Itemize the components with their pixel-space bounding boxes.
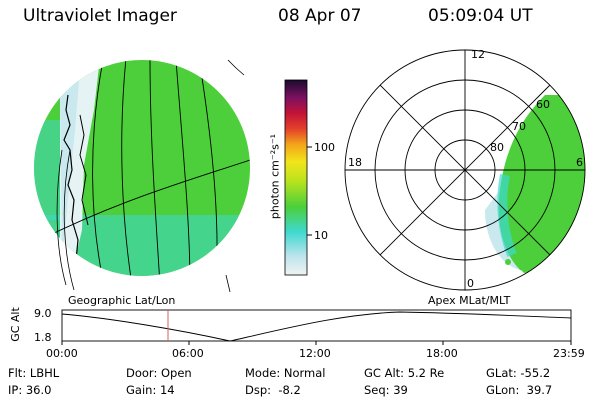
colorbar-tick-100: 100 [314, 141, 335, 154]
timeline-ylabel: GC Alt [8, 307, 22, 342]
geographic-panel-label: Geographic Lat/Lon [68, 294, 176, 307]
timeline-tick-1: 06:00 [172, 347, 204, 360]
mlt-6-label: 6 [576, 156, 583, 169]
lat-60-label: 60 [536, 98, 550, 111]
timeline-tick-4: 23:59 [553, 347, 585, 360]
gain-value: Gain: 14 [126, 383, 175, 397]
timeline-tick-2: 12:00 [299, 347, 331, 360]
app-title: Ultraviolet Imager [23, 6, 177, 26]
time-label: 05:09:04 UT [428, 6, 533, 26]
timeline-ymax: 9.0 [34, 307, 52, 320]
lat-80-label: 80 [490, 141, 504, 154]
gc-alt-value: GC Alt: 5.2 Re [364, 366, 445, 380]
door-value: Door: Open [126, 366, 192, 380]
mlt-18-label: 18 [348, 156, 362, 169]
flt-value: Flt: LBHL [8, 366, 60, 380]
timeline-plot [61, 309, 572, 345]
apex-panel-label: Apex MLat/MLT [428, 294, 511, 307]
dsp-value: Dsp: -8.2 [245, 383, 301, 397]
mlt-0-label: 0 [467, 277, 474, 290]
colorbar [284, 79, 312, 276]
colorbar-tick-10: 10 [314, 229, 328, 242]
timeline-ymin: 1.8 [34, 331, 52, 344]
ip-value: IP: 36.0 [8, 383, 52, 397]
glon-value: GLon: 39.7 [486, 383, 553, 397]
mlt-12-label: 12 [471, 48, 485, 61]
mode-value: Mode: Normal [245, 366, 326, 380]
glat-value: GLat: -55.2 [486, 366, 551, 380]
seq-value: Seq: 39 [364, 383, 408, 397]
geographic-image [34, 59, 250, 293]
timeline-tick-0: 00:00 [46, 347, 78, 360]
date-label: 08 Apr 07 [278, 6, 362, 26]
colorbar-label: photon cm⁻²s⁻¹ [268, 133, 282, 220]
lat-70-label: 70 [512, 120, 526, 133]
timeline-tick-3: 18:00 [426, 347, 458, 360]
polar-plot [344, 49, 586, 291]
